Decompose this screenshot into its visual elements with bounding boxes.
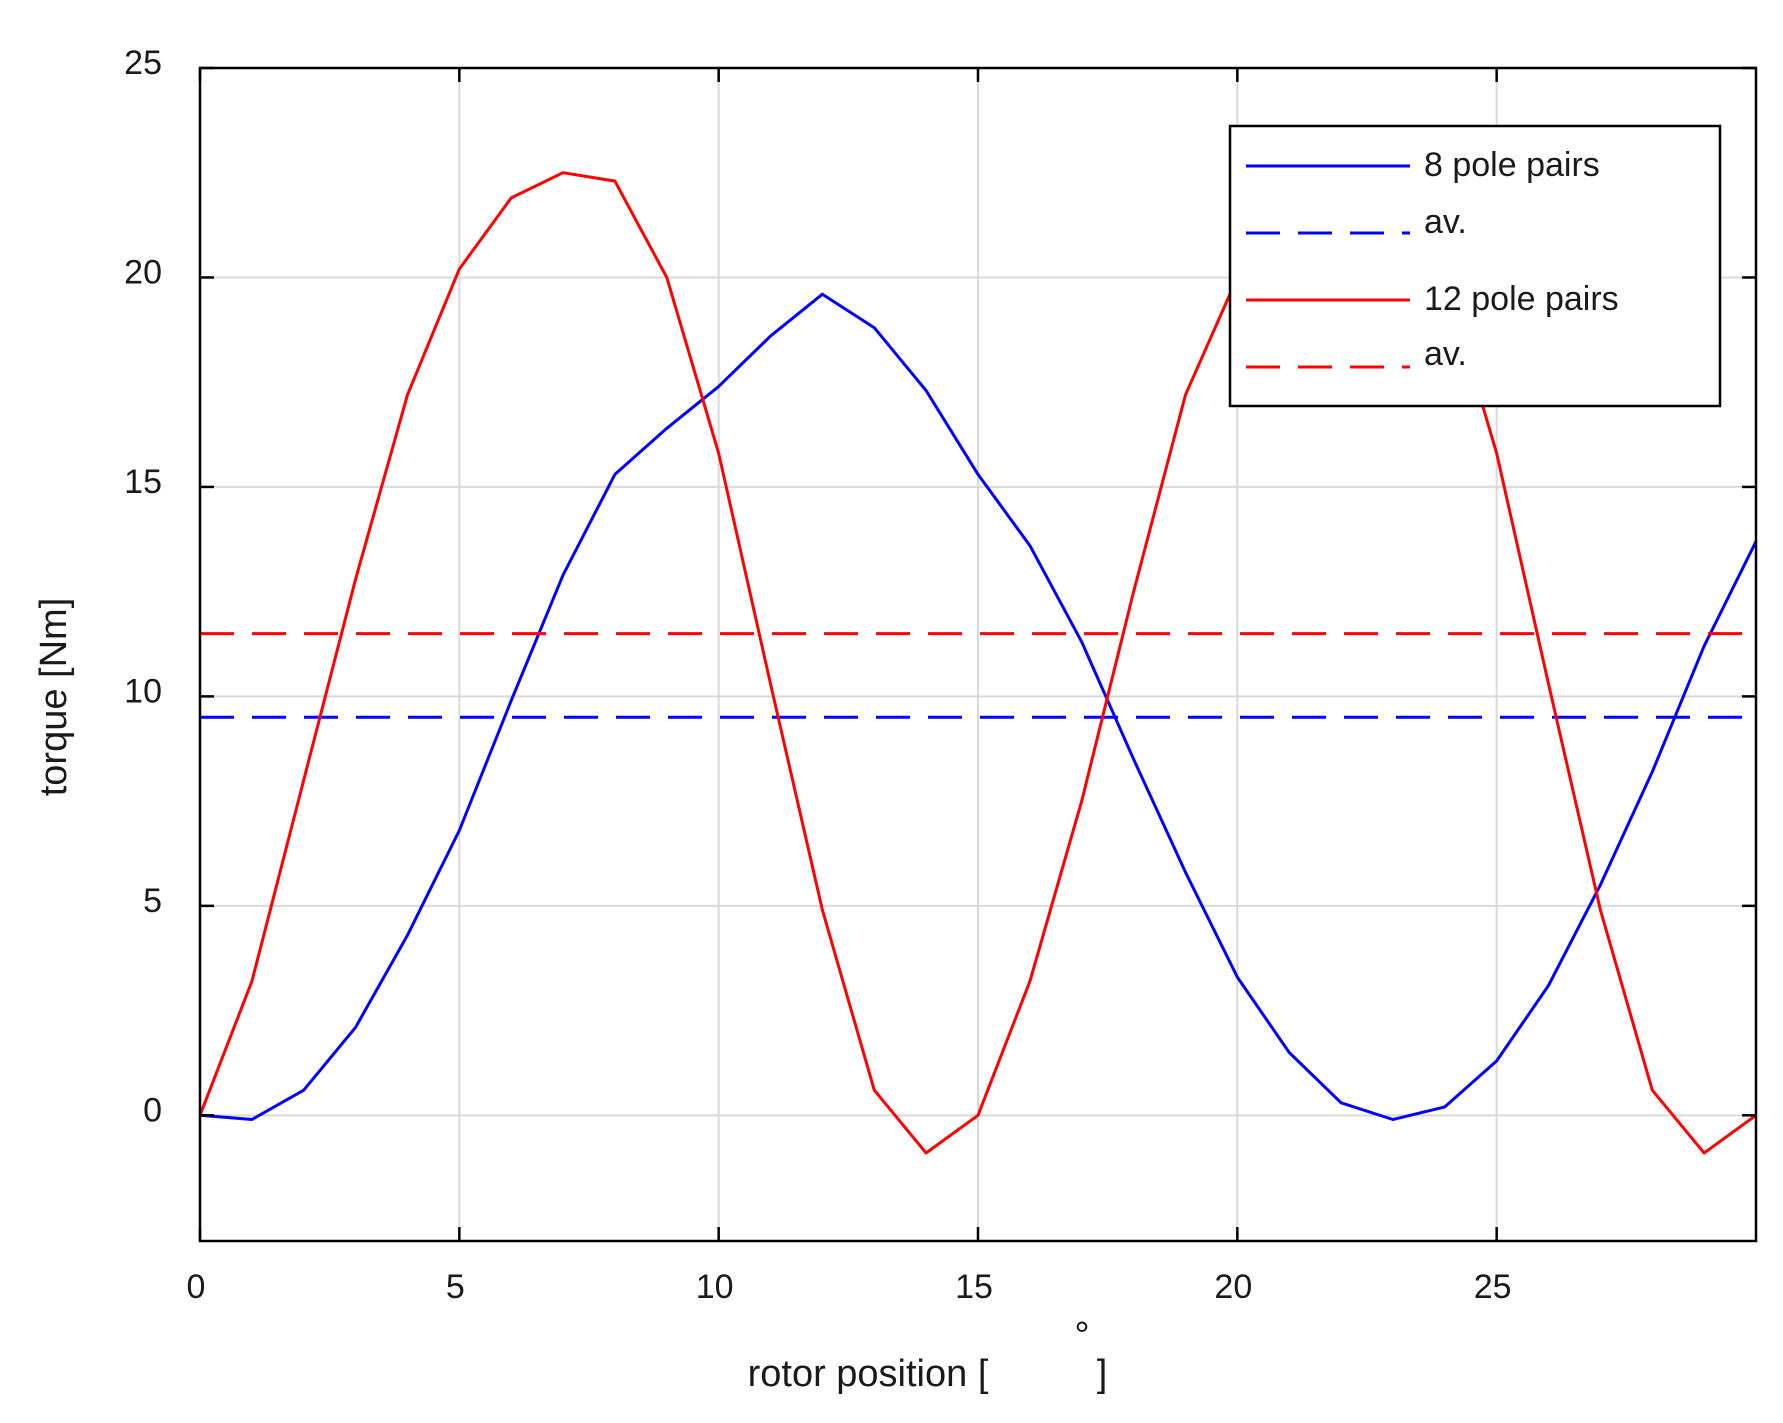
y-tick-label-5: 5 [143, 882, 162, 920]
x-tick-label-10: 10 [696, 1268, 734, 1306]
y-tick-label-0: 0 [143, 1091, 162, 1129]
y-tick-label-15: 15 [124, 463, 162, 501]
y-tick-label-20: 20 [124, 253, 162, 291]
y-tick-label-10: 10 [124, 672, 162, 710]
x-tick-label-25: 25 [1474, 1268, 1512, 1306]
x-tick-label-20: 20 [1214, 1268, 1252, 1306]
legend-label-12-pole-pairs: 12 pole pairs [1424, 280, 1619, 318]
y-tick-label-25: 25 [124, 44, 162, 82]
legend-label-8-pole-pairs: 8 pole pairs [1424, 146, 1600, 184]
x-axis-label-bracket: ] [1097, 1353, 1108, 1395]
x-tick-label-5: 5 [446, 1268, 465, 1306]
x-tick-label-0: 0 [187, 1268, 206, 1306]
x-axis-label-degree: ° [1074, 1315, 1089, 1357]
legend-label-8-pole-average: av. [1424, 203, 1467, 241]
y-axis-label: torque [Nm] [33, 598, 75, 797]
legend: 8 pole pairs av. 12 pole pairs av. [1230, 126, 1720, 406]
x-tick-label-15: 15 [955, 1268, 993, 1306]
legend-label-12-pole-average: av. [1424, 335, 1467, 373]
x-axis-label: rotor position [ [748, 1353, 989, 1395]
